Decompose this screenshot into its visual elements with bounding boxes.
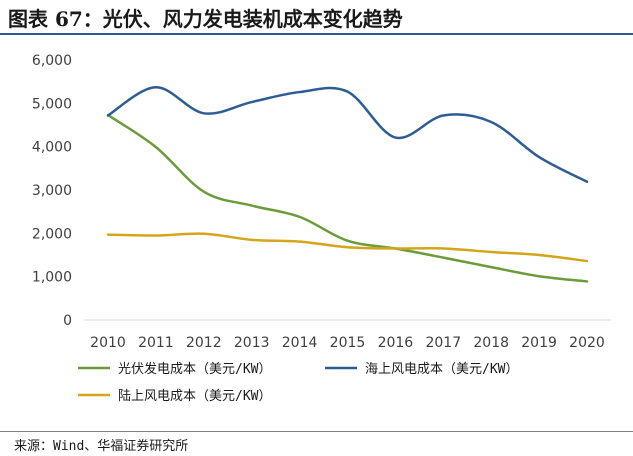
legend-label: 海上风电成本（美元/KW） [365, 362, 518, 377]
x-tick-label: 2020 [569, 335, 605, 351]
source-divider [0, 431, 633, 432]
y-tick-label: 3,000 [32, 183, 72, 199]
y-tick-label: 2,000 [32, 226, 72, 242]
y-tick-label: 5,000 [32, 96, 72, 112]
x-tick-label: 2013 [234, 335, 270, 351]
y-tick-label: 6,000 [32, 53, 72, 69]
x-tick-label: 2010 [90, 335, 126, 351]
title-divider [0, 33, 633, 35]
y-tick-label: 0 [63, 313, 72, 329]
y-axis-ticks: 0 1,000 2,000 3,000 4,000 5,000 6,000 [32, 53, 72, 329]
chart-title-bar: 图表 67：光伏、风力发电装机成本变化趋势 [0, 0, 633, 35]
source-note: 来源：Wind、华福证券研究所 [14, 439, 189, 454]
x-tick-label: 2017 [425, 335, 461, 351]
series-line-onshore [106, 232, 589, 263]
x-tick-label: 2011 [138, 335, 174, 351]
legend-item-onshore: 陆上风电成本（美元/KW） [78, 388, 271, 404]
series-lines [106, 86, 589, 283]
legend-label: 光伏发电成本（美元/KW） [118, 361, 271, 377]
x-tick-label: 2015 [330, 335, 366, 351]
legend-item-offshore: 海上风电成本（美元/KW） [325, 362, 518, 377]
y-tick-label: 4,000 [32, 140, 72, 156]
series-line-solar [106, 113, 589, 283]
x-tick-label: 2019 [521, 335, 557, 351]
series-line-offshore [106, 86, 589, 184]
legend: 光伏发电成本（美元/KW） 海上风电成本（美元/KW） 陆上风电成本（美元/KW） [78, 361, 518, 404]
x-tick-label: 2012 [186, 335, 222, 351]
chart-title: 图表 67：光伏、风力发电装机成本变化趋势 [8, 7, 403, 31]
legend-label: 陆上风电成本（美元/KW） [118, 388, 271, 404]
x-tick-label: 2018 [473, 335, 509, 351]
legend-item-solar: 光伏发电成本（美元/KW） [78, 361, 271, 377]
x-tick-label: 2016 [378, 335, 414, 351]
x-tick-label: 2014 [282, 335, 318, 351]
x-axis-ticks: 2010 2011 2012 2013 2014 2015 2016 2017 2018 2019… [90, 335, 605, 351]
y-tick-label: 1,000 [32, 270, 72, 286]
line-chart: 0 1,000 2,000 3,000 4,000 5,000 6,000 2010 2011… [32, 53, 611, 404]
